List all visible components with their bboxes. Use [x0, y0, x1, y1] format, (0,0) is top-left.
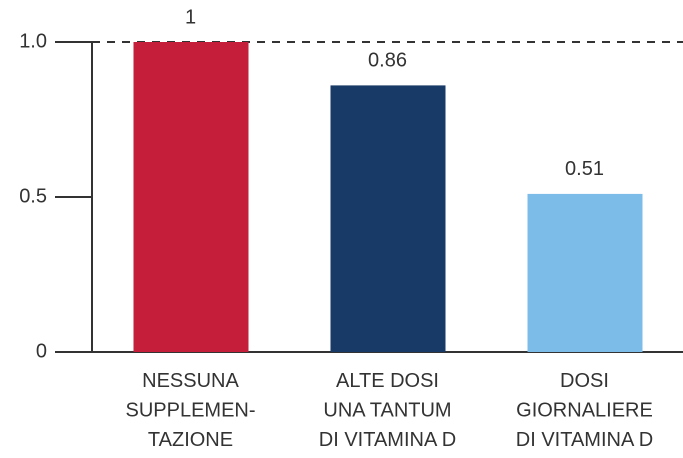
- x-tick-label-line: DOSI: [560, 370, 609, 392]
- bar: [527, 193, 643, 352]
- value-label: 0.86: [368, 50, 407, 72]
- x-tick-label-line: NESSUNA: [142, 370, 239, 392]
- y-tick-label: 1.0: [19, 30, 47, 52]
- x-tick-label-line: DI VITAMINA D: [319, 429, 456, 451]
- x-tick-label-line: UNA TANTUM: [323, 400, 451, 422]
- bar: [133, 42, 249, 352]
- x-tick-label: DOSI GIORNALIERE DI VITAMINA D: [516, 370, 653, 451]
- value-label: 0.51: [565, 158, 604, 180]
- x-tick-label-line: TAZIONE: [148, 429, 233, 451]
- bar: [330, 85, 446, 353]
- x-tick-label: ALTE DOSI UNA TANTUM DI VITAMINA D: [319, 370, 456, 451]
- value-label: 1: [185, 6, 196, 28]
- y-tick-label: 0.5: [19, 185, 47, 207]
- x-tick-label-line: GIORNALIERE: [516, 400, 653, 422]
- x-tick-label-line: SUPPLEMEN-: [125, 400, 255, 422]
- y-tick-label: 0: [36, 340, 47, 362]
- x-tick-label-line: ALTE DOSI: [336, 370, 439, 392]
- x-tick-label: NESSUNA SUPPLEMEN- TAZIONE: [125, 370, 255, 451]
- x-tick-label-line: DI VITAMINA D: [516, 429, 653, 451]
